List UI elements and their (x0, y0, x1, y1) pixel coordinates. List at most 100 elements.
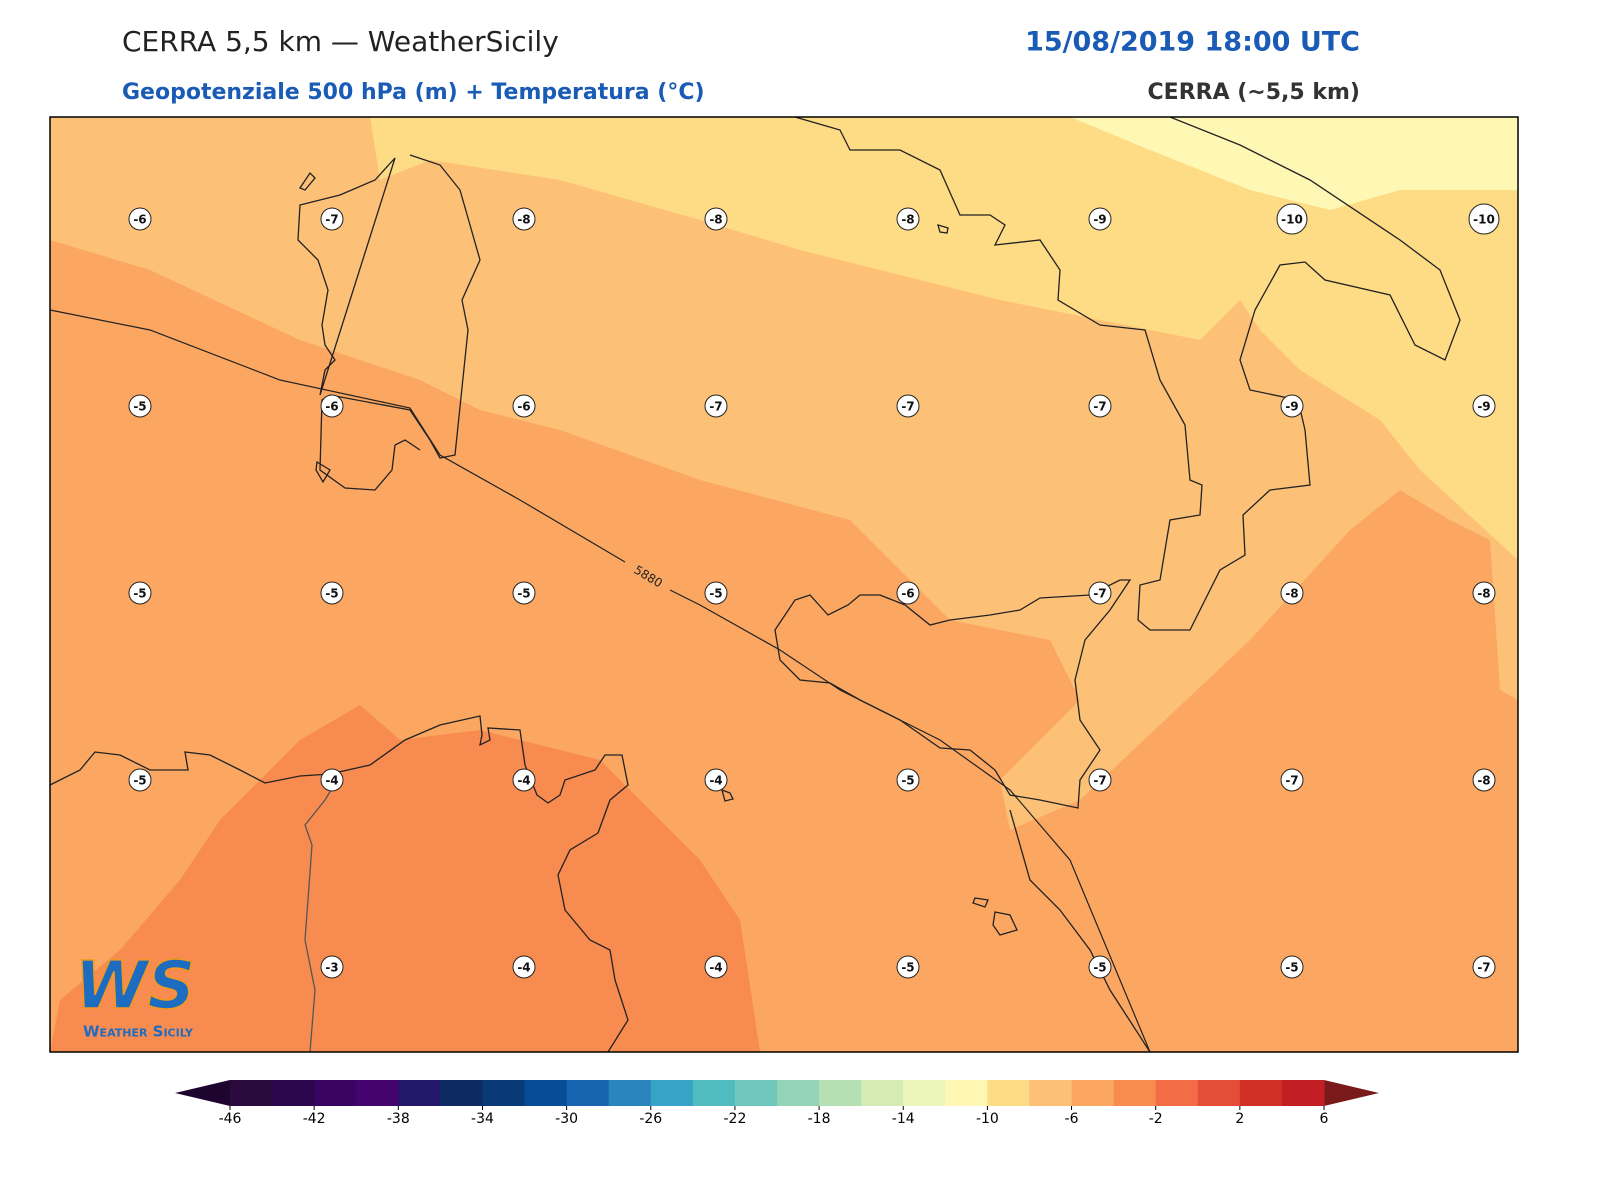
temperature-label: -5 (901, 774, 914, 788)
label-marker (896, 207, 920, 231)
colorbar-bin (1155, 1080, 1199, 1106)
temperature-label: -5 (133, 774, 146, 788)
temperature-label: -5 (709, 587, 722, 601)
label-marker (1280, 955, 1304, 979)
temperature-label: -7 (1285, 774, 1298, 788)
temperature-label: -5 (1285, 961, 1298, 975)
subtitle: Geopotenziale 500 hPa (m) + Temperatura … (122, 80, 705, 105)
border (304, 774, 341, 1052)
temperature-label: -4 (517, 774, 530, 788)
label-marker (704, 207, 728, 231)
label-marker (320, 207, 344, 231)
label-marker (1088, 768, 1112, 792)
label-marker (1088, 394, 1112, 418)
coastline (50, 715, 629, 1052)
colorbar-bin (230, 1080, 273, 1106)
colorbar-tick-label: 2 (1235, 1111, 1244, 1127)
colorbar-tick-label: -38 (387, 1111, 410, 1127)
label-marker (704, 394, 728, 418)
colorbar-tick-label: -30 (555, 1111, 578, 1127)
label-marker (320, 768, 344, 792)
temperature-label: -8 (1285, 587, 1298, 601)
colorbar-bin (524, 1080, 568, 1106)
colorbar-bin (903, 1080, 946, 1106)
label-marker (128, 394, 152, 418)
temperature-label: -6 (517, 400, 530, 414)
colorbar-bin (440, 1080, 483, 1106)
colorbar-tick-label: -22 (723, 1111, 746, 1127)
colorbar-bin (692, 1080, 736, 1106)
temperature-label: -5 (133, 587, 146, 601)
datetime: 15/08/2019 18:00 UTC (1025, 27, 1360, 58)
label-marker (704, 955, 728, 979)
field (50, 705, 760, 1052)
temperature-labels: -6 -7 -8 -8 -8 -9 -10 -10 -5 -6 -6 -7 -7 -7 -9 -9 -5 -5 -5… (128, 203, 1500, 979)
colorbar-bin (1239, 1080, 1283, 1106)
temperature-label: -7 (1093, 587, 1106, 601)
contour-line (50, 309, 1151, 1052)
colorbar-tick-label: -46 (219, 1111, 242, 1127)
label-marker (128, 581, 152, 605)
colorbar-tick-label: 6 (1320, 1111, 1329, 1127)
temperature-label: -10 (1281, 213, 1303, 227)
temperature-label: -5 (1093, 961, 1106, 975)
temperature-label: -7 (901, 400, 914, 414)
label-marker (1472, 955, 1496, 979)
colorbar-bin (1113, 1080, 1157, 1106)
temperature-label: -8 (517, 213, 530, 227)
colorbar-bin (945, 1080, 988, 1106)
temperature-label: -9 (1093, 213, 1106, 227)
label-marker (320, 581, 344, 605)
colorbar-bin (608, 1080, 652, 1106)
coastline (297, 154, 481, 491)
label-marker (1088, 581, 1112, 605)
temperature-label: -7 (325, 213, 338, 227)
temperature-label: -7 (709, 400, 722, 414)
temperature-label: -5 (325, 587, 338, 601)
temperature-label: -9 (1477, 400, 1490, 414)
label-marker (1468, 203, 1500, 235)
colorbar-extend-over (1324, 1080, 1379, 1106)
temperature-label: -4 (709, 774, 722, 788)
colorbar-tick-label: -42 (303, 1111, 326, 1127)
map: 5880 -6 -7 -8 -8 -8 -9 -10 -10-5 -6 -6 -7 -7 -7 -9 -9-… (50, 117, 1518, 1052)
label-marker (896, 581, 920, 605)
colorbar-bin (734, 1080, 778, 1106)
colorbar-bin (861, 1080, 904, 1106)
logo-mark: WS (75, 947, 195, 1024)
colorbar-bin (356, 1080, 399, 1106)
colorbar-bin (566, 1080, 610, 1106)
label-marker (1472, 768, 1496, 792)
colorbar-bin (482, 1080, 526, 1106)
colorbar-bin (1029, 1080, 1073, 1106)
temperature-label: -7 (1093, 400, 1106, 414)
label-marker (1088, 207, 1112, 231)
island (299, 171, 1018, 936)
label-marker (1088, 955, 1112, 979)
colorbar-bin (987, 1080, 1030, 1106)
label-marker (896, 394, 920, 418)
label-marker (1280, 768, 1304, 792)
label-marker (896, 768, 920, 792)
temperature-label: -3 (325, 961, 338, 975)
temperature-label: -6 (133, 213, 146, 227)
label-marker (1472, 394, 1496, 418)
temperature-label: -6 (901, 587, 914, 601)
source: CERRA (~5,5 km) (1148, 80, 1360, 105)
label-marker (704, 581, 728, 605)
colorbar-tick-label: -2 (1149, 1111, 1163, 1127)
temperature-label: -5 (133, 400, 146, 414)
colorbar-bin (1197, 1080, 1241, 1106)
colorbar-bin (1281, 1080, 1325, 1106)
colorbar-bin (314, 1080, 357, 1106)
temperature-label: -8 (709, 213, 722, 227)
temperature-label: -5 (901, 961, 914, 975)
colorbar-extend-under (175, 1080, 230, 1106)
colorbar-bin (819, 1080, 862, 1106)
temperature-label: -8 (1477, 587, 1490, 601)
field (1070, 117, 1518, 210)
label-marker (1276, 203, 1308, 235)
label-marker (320, 394, 344, 418)
label-marker (1472, 581, 1496, 605)
